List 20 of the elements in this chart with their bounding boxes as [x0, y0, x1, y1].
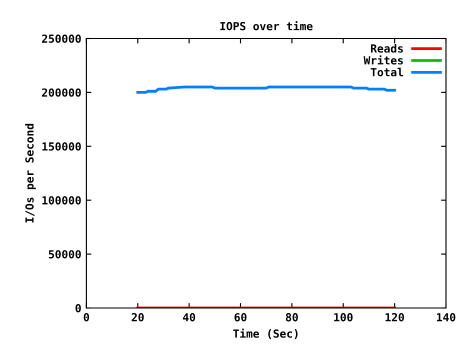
x-tick-label: 20	[132, 313, 144, 322]
y-axis-title: I/Os per Second	[25, 124, 36, 222]
x-tick-label: 40	[183, 313, 196, 322]
x-tick-label: 60	[234, 313, 247, 322]
x-tick-label: 0	[84, 313, 90, 322]
y-tick-label: 200000	[42, 88, 81, 97]
y-tick-label: 50000	[48, 250, 81, 258]
y-tick-label: 100000	[42, 196, 81, 205]
x-axis-title: Time (Sec)	[233, 328, 298, 340]
y-tick-label: 150000	[42, 142, 81, 151]
chart-title: IOPS over time	[220, 21, 313, 30]
legend-label: Reads	[371, 44, 403, 53]
y-tick-label: 250000	[42, 34, 81, 43]
x-tick-label: 140	[436, 313, 456, 322]
legend-label: Total	[370, 68, 404, 76]
x-tick-label: 120	[386, 313, 404, 322]
x-tick-label: 100	[334, 313, 353, 322]
legend-label: Writes	[364, 55, 403, 65]
y-tick-label: 0	[76, 304, 81, 312]
x-tick-label: 80	[286, 313, 298, 322]
